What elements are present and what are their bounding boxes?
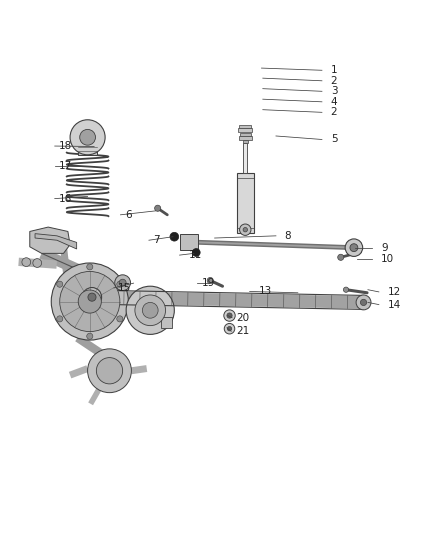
Circle shape: [82, 287, 102, 307]
Circle shape: [227, 327, 232, 331]
Circle shape: [224, 324, 235, 334]
Circle shape: [33, 259, 42, 268]
Polygon shape: [30, 227, 70, 253]
Text: 2: 2: [331, 107, 337, 117]
Bar: [161, 317, 172, 328]
Circle shape: [192, 248, 200, 256]
Text: 9: 9: [381, 243, 388, 253]
Circle shape: [224, 310, 235, 321]
Circle shape: [87, 333, 93, 340]
Circle shape: [60, 271, 120, 332]
Text: 7: 7: [153, 235, 160, 245]
Circle shape: [155, 205, 161, 211]
Circle shape: [135, 295, 166, 326]
Circle shape: [88, 293, 96, 301]
Bar: [239, 125, 251, 128]
Circle shape: [51, 263, 128, 340]
Text: 10: 10: [381, 254, 394, 264]
Circle shape: [360, 300, 367, 305]
Text: 17: 17: [59, 161, 72, 171]
Text: 13: 13: [258, 286, 272, 296]
Bar: [78, 142, 97, 155]
Text: 14: 14: [388, 300, 401, 310]
Circle shape: [22, 258, 31, 266]
Circle shape: [126, 286, 174, 334]
Text: 21: 21: [237, 326, 250, 336]
Text: 4: 4: [331, 97, 337, 107]
Circle shape: [240, 224, 251, 236]
Text: 5: 5: [331, 134, 337, 144]
Circle shape: [227, 313, 232, 318]
Circle shape: [57, 281, 63, 287]
Circle shape: [117, 281, 123, 287]
Text: 6: 6: [125, 210, 131, 220]
Text: 20: 20: [237, 313, 250, 323]
Circle shape: [343, 287, 349, 292]
Circle shape: [119, 279, 126, 286]
Circle shape: [78, 290, 101, 313]
Text: 8: 8: [285, 231, 291, 241]
Circle shape: [338, 254, 344, 260]
Text: 11: 11: [188, 250, 201, 260]
Text: 16: 16: [59, 193, 72, 204]
Circle shape: [115, 275, 131, 290]
Bar: [239, 136, 252, 140]
Circle shape: [170, 232, 179, 241]
Circle shape: [70, 120, 105, 155]
Bar: [243, 140, 248, 143]
Text: 1: 1: [331, 65, 337, 75]
Text: 2: 2: [331, 76, 337, 86]
Circle shape: [350, 244, 358, 252]
Circle shape: [96, 358, 123, 384]
Circle shape: [142, 302, 158, 318]
Text: 3: 3: [331, 86, 337, 96]
Bar: [243, 143, 247, 173]
Bar: [240, 133, 251, 136]
Circle shape: [243, 228, 247, 232]
Bar: [237, 173, 254, 233]
Polygon shape: [35, 233, 77, 249]
Circle shape: [80, 130, 95, 145]
Text: 12: 12: [388, 287, 401, 297]
Bar: [180, 234, 198, 250]
Circle shape: [207, 278, 213, 284]
Circle shape: [356, 295, 371, 310]
Text: 19: 19: [201, 278, 215, 288]
Circle shape: [88, 349, 131, 393]
Text: 18: 18: [59, 141, 72, 151]
Circle shape: [87, 264, 93, 270]
Circle shape: [117, 316, 123, 322]
Circle shape: [57, 316, 63, 322]
Bar: [238, 128, 252, 132]
Text: 15: 15: [118, 283, 131, 293]
Circle shape: [345, 239, 363, 256]
